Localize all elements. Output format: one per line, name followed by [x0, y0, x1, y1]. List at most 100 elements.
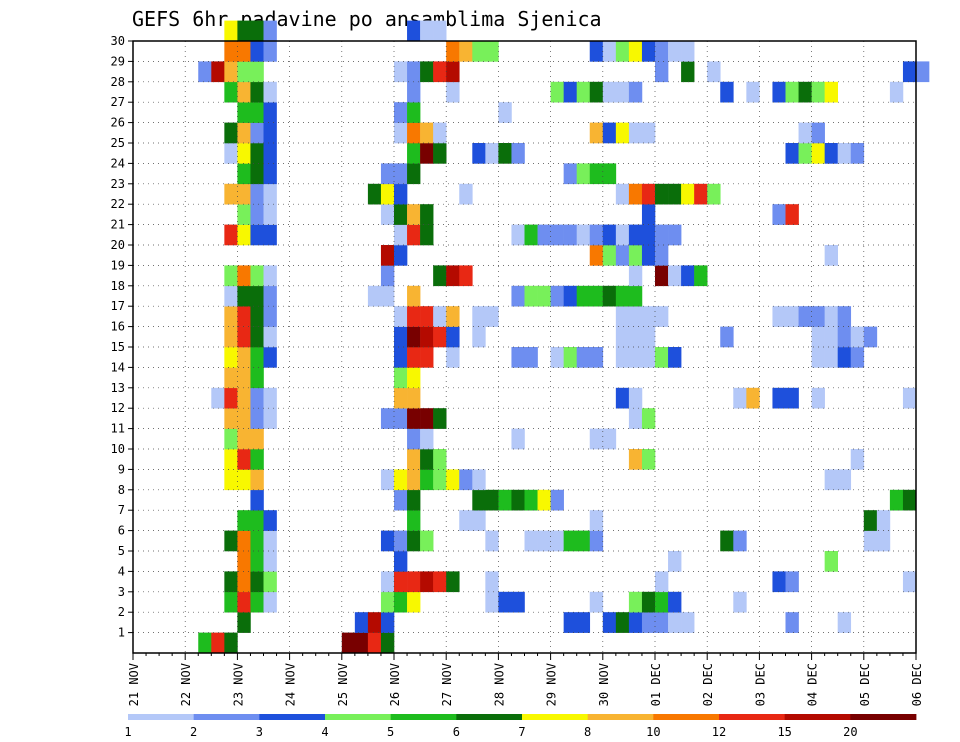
heatmap-cell	[602, 224, 617, 246]
heatmap-cell	[380, 265, 395, 287]
color-legend-label: 5	[387, 725, 394, 739]
heatmap-cell	[694, 265, 708, 287]
color-swatch	[587, 714, 654, 720]
heatmap-cell	[641, 183, 656, 205]
heatmap-cell	[681, 612, 695, 633]
heatmap-cell	[798, 122, 812, 144]
heatmap-cell	[615, 347, 630, 368]
heatmap-cell	[380, 469, 395, 491]
heatmap-cell	[655, 306, 669, 327]
heatmap-cell	[380, 612, 395, 633]
heatmap-cell	[655, 41, 669, 62]
heatmap-cell	[615, 306, 630, 327]
heatmap-cell	[785, 387, 799, 409]
heatmap-cell	[472, 143, 486, 164]
heatmap-cell	[237, 224, 251, 246]
heatmap-cell	[263, 551, 277, 572]
heatmap-cell	[263, 143, 277, 164]
heatmap-cell	[367, 632, 382, 654]
heatmap-cell	[615, 224, 630, 246]
heatmap-cell	[237, 204, 251, 225]
heatmap-cell	[537, 489, 551, 511]
y-tick-label: 11	[111, 422, 125, 436]
heatmap-cell	[394, 224, 408, 246]
heatmap-cell	[446, 347, 460, 368]
heatmap-cell	[589, 81, 604, 103]
y-tick-label: 10	[111, 442, 125, 456]
heatmap-cell	[407, 143, 421, 164]
heatmap-cell	[224, 469, 238, 491]
x-tick-label: 24 NOV	[284, 663, 298, 706]
heatmap-cell	[811, 306, 825, 327]
heatmap-cell	[641, 306, 656, 327]
heatmap-cell	[550, 347, 564, 368]
heatmap-cell	[224, 449, 238, 470]
y-tick-label: 30	[111, 34, 125, 48]
heatmap-cell	[224, 347, 238, 368]
heatmap-cell	[250, 367, 264, 389]
heatmap-cell	[250, 551, 264, 572]
heatmap-cell	[615, 122, 630, 144]
heatmap-cell	[785, 571, 799, 593]
heatmap-cell	[250, 163, 264, 185]
heatmap-cell	[576, 81, 591, 103]
heatmap-cell	[250, 122, 264, 144]
x-tick-label: 04 DEC	[806, 663, 820, 706]
heatmap-cell	[628, 387, 643, 409]
heatmap-cell	[237, 387, 251, 409]
heatmap-cell	[433, 122, 447, 144]
heatmap-cell	[237, 163, 251, 185]
heatmap-cell	[563, 530, 577, 552]
heatmap-cell	[641, 41, 656, 62]
heatmap-cell	[380, 163, 395, 185]
heatmap-cell	[602, 245, 617, 266]
heatmap-cell	[563, 347, 577, 368]
heatmap-cell	[263, 591, 277, 613]
heatmap-cell	[407, 204, 421, 225]
heatmap-cell	[263, 408, 277, 429]
y-tick-label: 20	[111, 238, 125, 252]
heatmap-cell	[641, 347, 656, 368]
heatmap-cell	[602, 122, 617, 144]
heatmap-cell	[263, 163, 277, 185]
heatmap-cell	[250, 408, 264, 429]
x-tick-label: 29 NOV	[545, 663, 559, 706]
heatmap-cell	[628, 408, 643, 429]
heatmap-cell	[407, 224, 421, 246]
heatmap-cell	[472, 41, 486, 62]
heatmap-cell	[837, 326, 852, 348]
y-tick-label: 18	[111, 279, 125, 293]
heatmap-cell	[850, 326, 865, 348]
heatmap-cell	[237, 612, 251, 633]
heatmap-cell	[250, 449, 264, 470]
heatmap-cell	[237, 551, 251, 572]
heatmap-cell	[902, 387, 917, 409]
heatmap-cell	[850, 449, 865, 470]
heatmap-cell	[824, 306, 838, 327]
heatmap-cell	[746, 81, 760, 103]
heatmap-cell	[824, 245, 838, 266]
heatmap-cell	[433, 143, 447, 164]
heatmap-cell	[602, 163, 617, 185]
heatmap-cell	[615, 285, 630, 307]
x-tick-label: 30 NOV	[597, 663, 611, 706]
heatmap-cell	[681, 183, 695, 205]
heatmap-cell	[576, 347, 591, 368]
heatmap-cell	[237, 530, 251, 552]
heatmap-cell	[733, 387, 747, 409]
heatmap-cell	[459, 469, 473, 491]
heatmap-cell	[863, 326, 878, 348]
heatmap-cell	[380, 591, 395, 613]
heatmap-cell	[694, 183, 708, 205]
heatmap-cell	[837, 469, 852, 491]
heatmap-cell	[720, 326, 734, 348]
heatmap-cell	[628, 285, 643, 307]
heatmap-cell	[850, 143, 865, 164]
heatmap-cell	[420, 20, 434, 42]
heatmap-cell	[772, 387, 786, 409]
heatmap-cell	[237, 347, 251, 368]
heatmap-cell	[250, 20, 264, 42]
heatmap-cell	[485, 41, 499, 62]
heatmap-cell	[237, 449, 251, 470]
heatmap-cell	[237, 408, 251, 429]
